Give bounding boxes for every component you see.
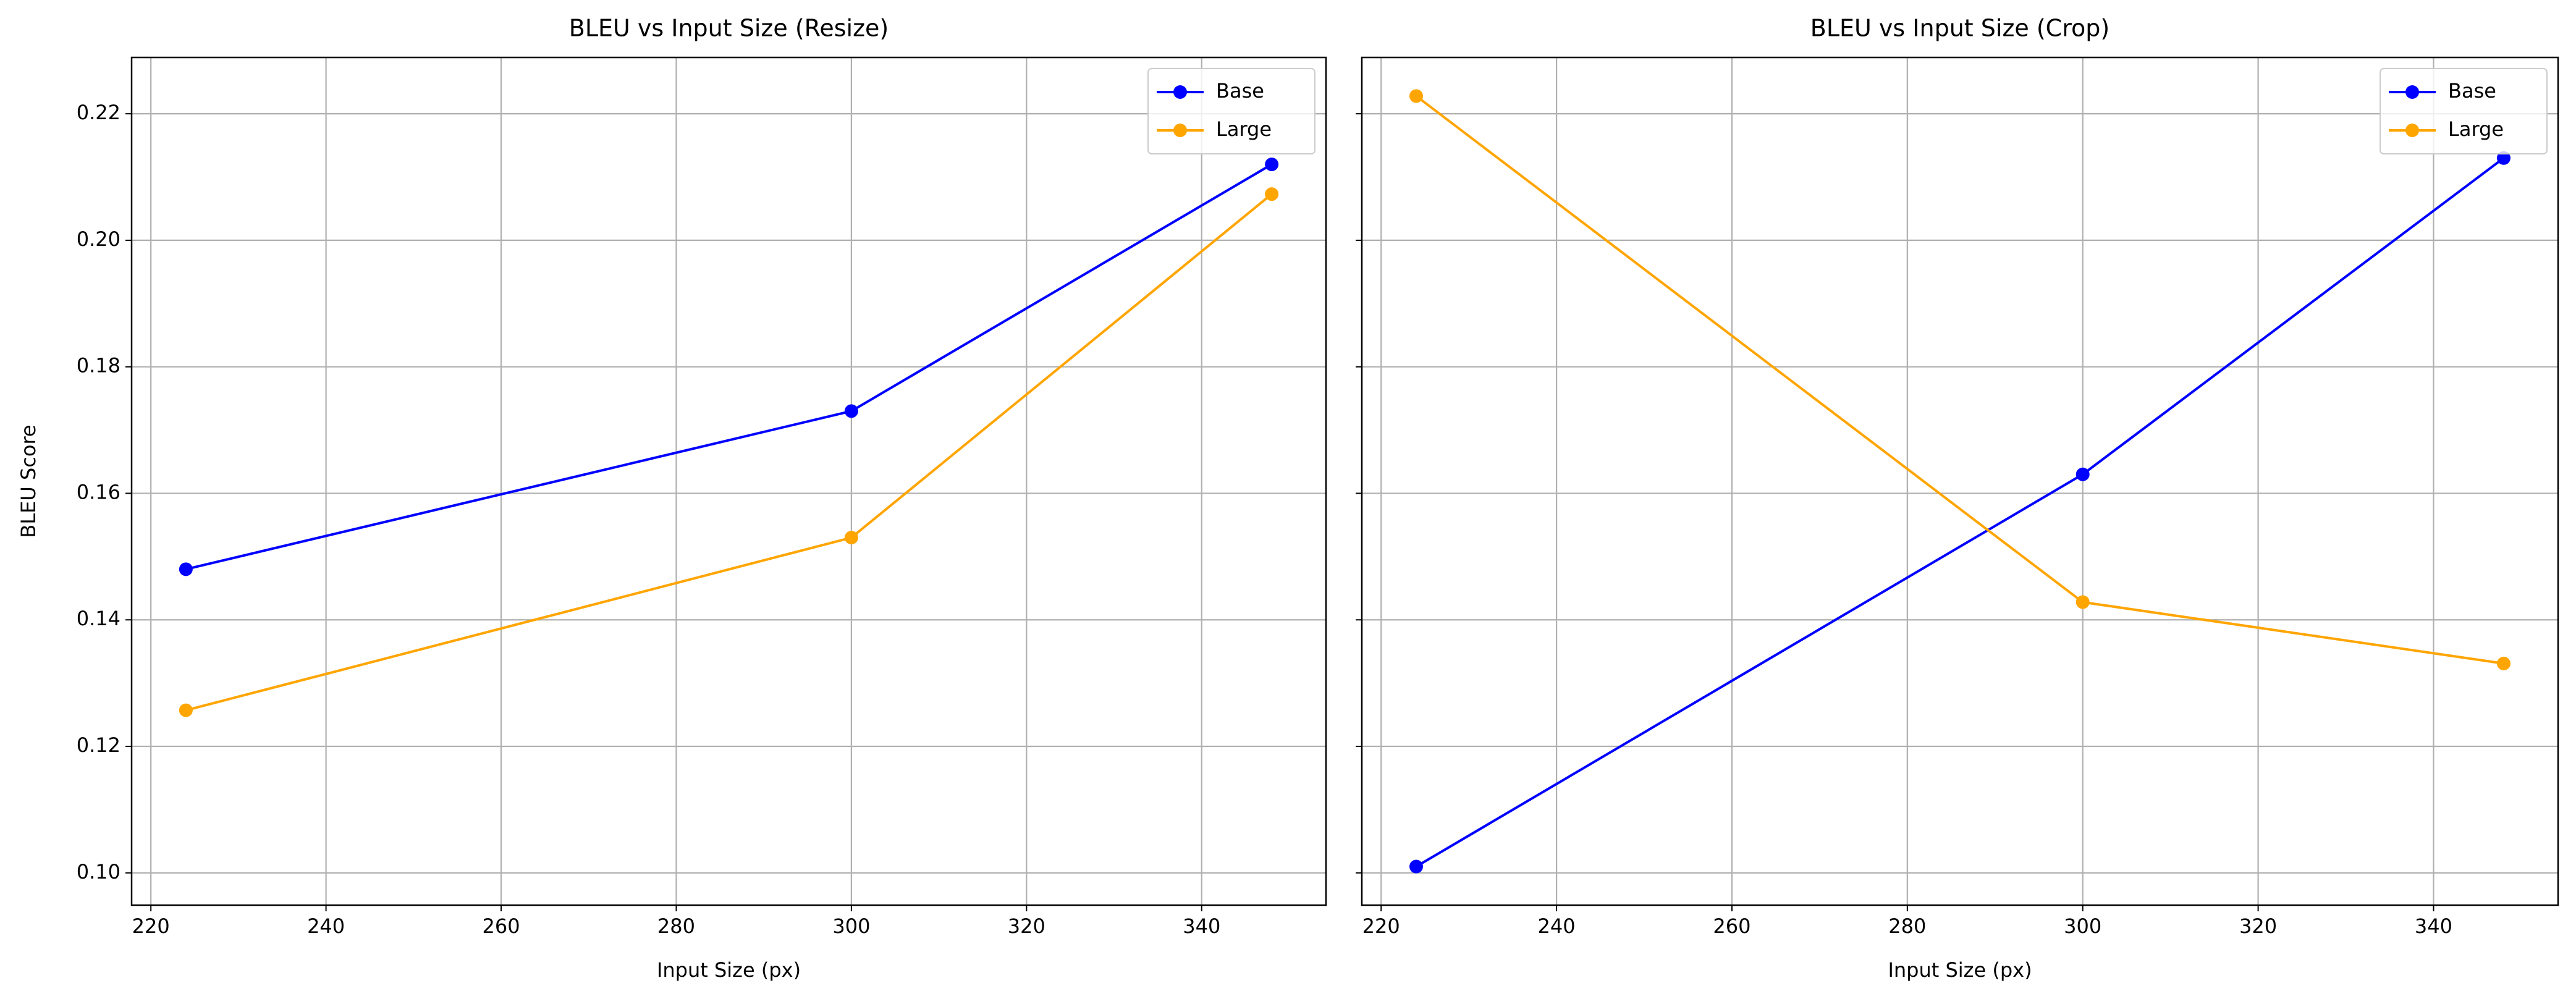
point [179,703,193,717]
series-line [1415,95,2504,665]
legend-label: Large [2448,117,2504,141]
chart-title: BLEU vs Input Size (Crop) [1810,15,2109,42]
y-axis-label: BLEU Score [17,424,40,538]
legend-marker [2405,124,2419,137]
x-tick-label: 240 [1538,914,1576,938]
legend-box [2380,68,2548,154]
point [1265,158,1279,172]
series-line [1415,157,2505,868]
point [1265,187,1279,201]
y-tick-label: 0.20 [77,227,120,251]
x-tick-label: 340 [1183,914,1220,938]
x-tick-label: 280 [657,914,695,938]
y-tick-label: 0.16 [77,480,120,504]
x-tick-label: 260 [1713,914,1750,938]
point [179,562,193,576]
y-tick-label: 0.10 [77,860,120,884]
point [844,404,858,418]
y-tick-label: 0.12 [77,733,120,757]
x-tick-label: 280 [1888,914,1926,938]
x-tick-label: 240 [307,914,345,938]
series-line [185,193,1273,712]
legend-label: Base [1216,79,1264,103]
x-tick-label: 340 [2415,914,2452,938]
x-tick-label: 220 [1362,914,1400,938]
legend-box [1147,68,1315,154]
chart-title: BLEU vs Input Size (Resize) [569,15,889,42]
legend-label: Large [1216,117,1272,141]
x-tick-label: 320 [2239,914,2277,938]
point [844,531,858,545]
point [2076,595,2090,609]
point [2497,151,2511,165]
x-tick-label: 220 [132,914,170,938]
y-tick-label: 0.14 [77,607,120,630]
x-tick-label: 320 [1008,914,1045,938]
point [1409,89,1423,103]
legend-marker [2405,85,2419,99]
legend-label: Base [2448,79,2496,103]
x-tick-label: 300 [832,914,870,938]
legend-marker [1173,124,1187,137]
x-axis-label: Input Size (px) [657,958,801,982]
point [2497,656,2511,670]
y-tick-label: 0.22 [77,101,120,124]
x-tick-label: 300 [2064,914,2101,938]
x-axis-label: Input Size (px) [1888,958,2032,982]
plot-frame [1361,56,2559,906]
point [1409,859,1423,874]
x-tick-label: 260 [483,914,520,938]
legend-marker [1173,85,1187,99]
y-tick-label: 0.18 [77,354,120,378]
plot-frame [130,56,1327,906]
point [2076,467,2090,481]
